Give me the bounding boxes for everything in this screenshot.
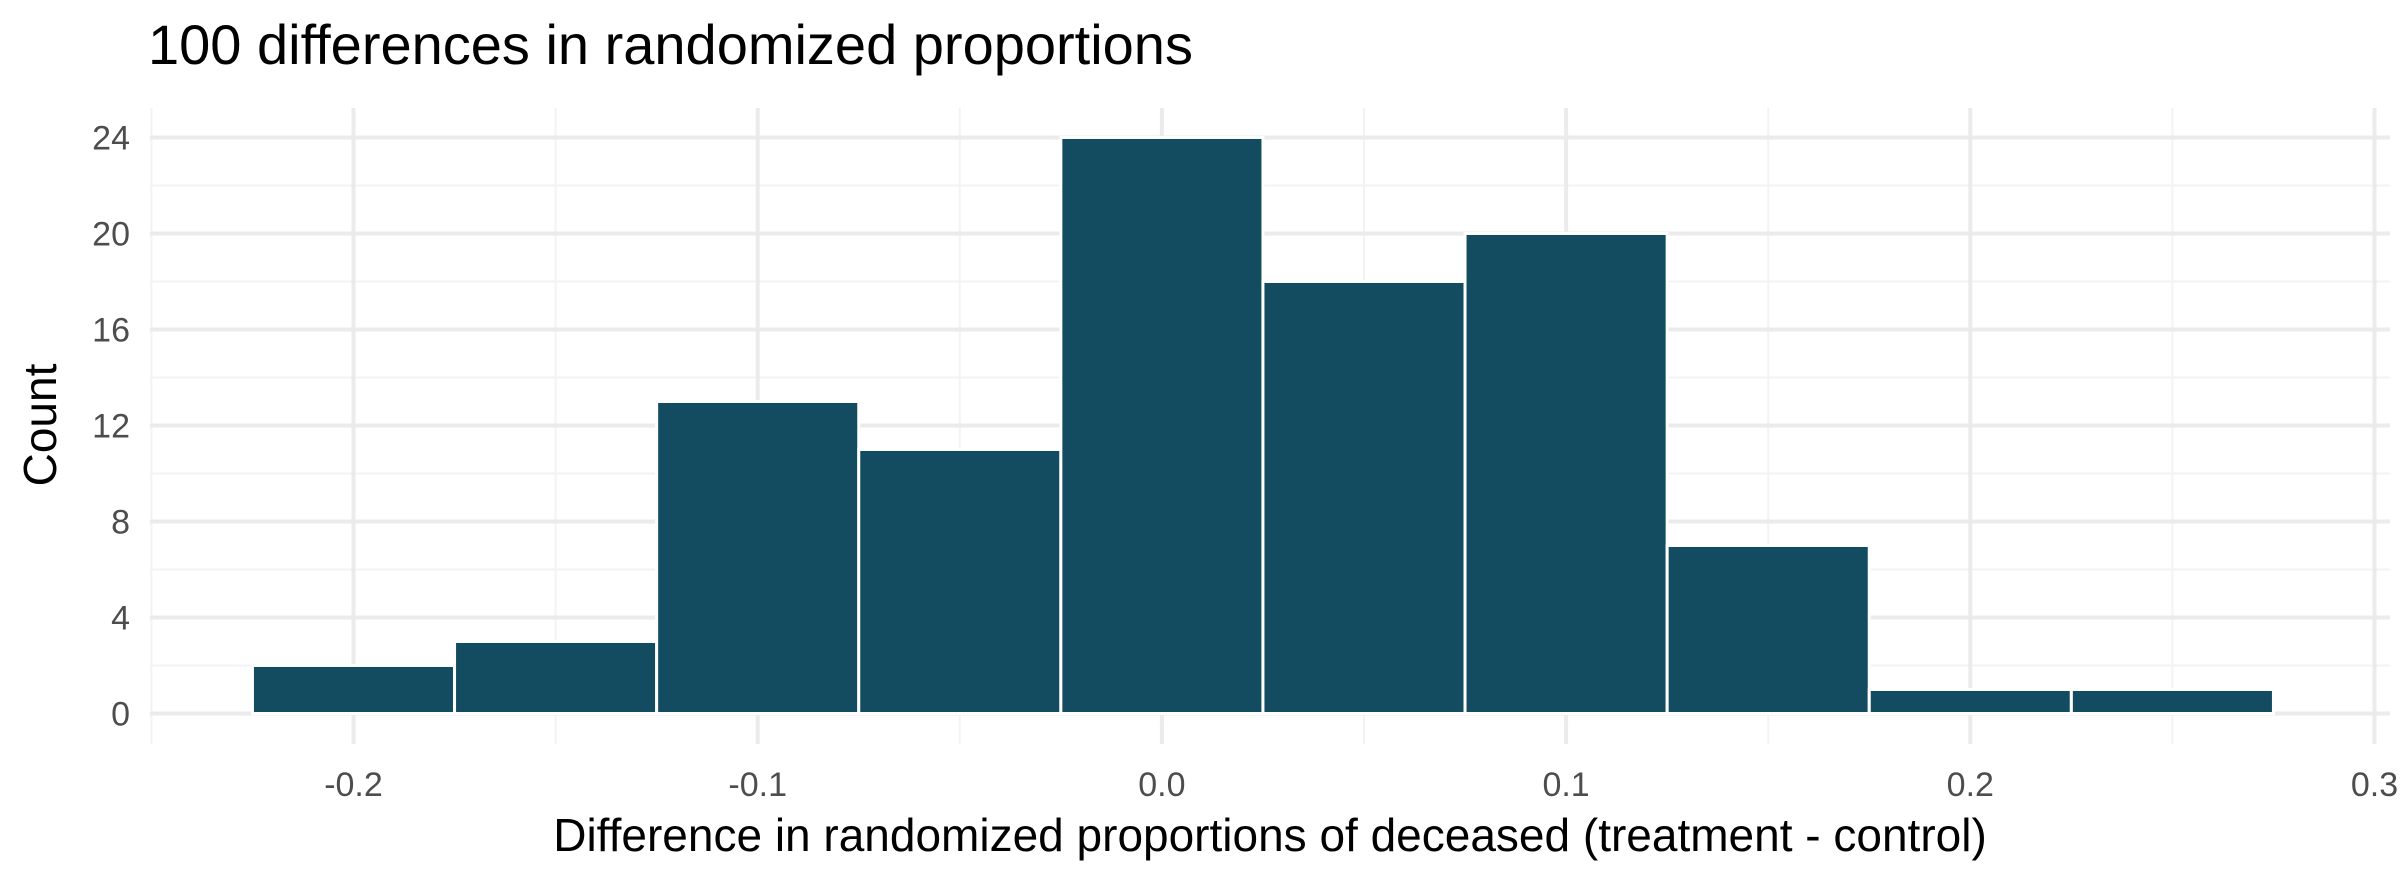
- histogram-bar: [857, 448, 1063, 715]
- histogram-bar: [250, 664, 457, 715]
- histogram-bar: [453, 640, 659, 715]
- histogram-bar: [1261, 280, 1467, 715]
- histogram-bar: [1665, 544, 1871, 715]
- x-axis-tick-labels: -0.2 -0.1 0.0 0.1 0.2 0.3: [324, 766, 2398, 804]
- histogram-bar: [1059, 136, 1265, 715]
- x-tick-label: 0.1: [1542, 766, 1589, 804]
- x-tick-label: -0.1: [728, 766, 787, 804]
- y-tick-label: 24: [92, 120, 130, 158]
- histogram-bar: [655, 400, 861, 715]
- histogram-bar: [2069, 688, 2275, 715]
- histogram-bar: [1867, 688, 2073, 715]
- y-tick-label: 8: [111, 504, 130, 542]
- x-tick-label: 0.3: [2351, 766, 2398, 804]
- y-tick-label: 20: [92, 216, 130, 254]
- histogram-bars: [250, 136, 2275, 715]
- y-tick-label: 0: [111, 696, 130, 734]
- y-axis-tick-labels: 0 4 8 12 16 20 24: [92, 120, 130, 734]
- x-tick-label: 0.2: [1947, 766, 1994, 804]
- chart-title: 100 differences in randomized proportion…: [148, 13, 1193, 76]
- y-axis-title: Count: [14, 363, 66, 486]
- x-tick-label: 0.0: [1138, 766, 1185, 804]
- histogram-bar: [1463, 232, 1669, 715]
- x-tick-label: -0.2: [324, 766, 383, 804]
- y-tick-label: 16: [92, 312, 130, 350]
- y-tick-label: 4: [111, 600, 130, 638]
- x-axis-title: Difference in randomized proportions of …: [553, 809, 1987, 861]
- y-tick-label: 12: [92, 408, 130, 446]
